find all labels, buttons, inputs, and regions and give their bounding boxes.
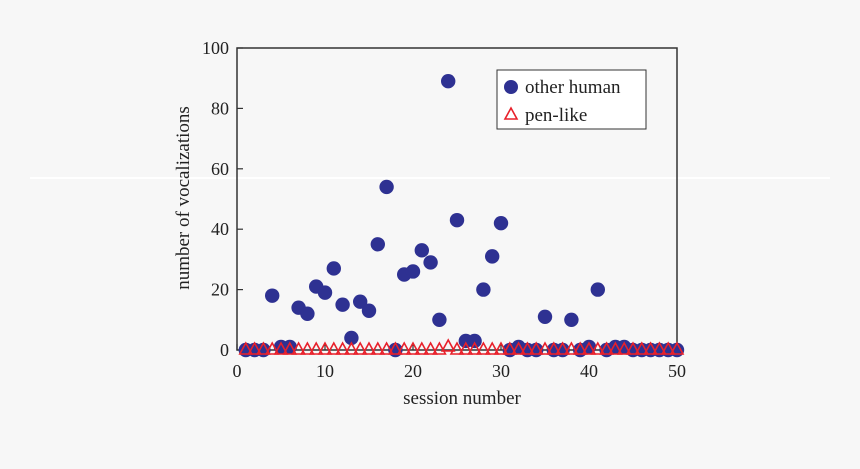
data-point-pen-like: [308, 341, 324, 355]
data-point-pen-like: [467, 341, 482, 355]
data-point-pen-like: [599, 341, 614, 355]
data-point-pen-like: [660, 341, 676, 355]
data-point-pen-like: [423, 341, 438, 355]
data-point-pen-like: [352, 341, 368, 355]
data-point-other-human: [493, 215, 509, 231]
data-point-pen-like: [511, 341, 526, 355]
data-point-pen-like: [476, 341, 491, 355]
data-point-pen-like: [335, 341, 350, 355]
data-point-pen-like: [238, 341, 254, 355]
plot-frame: [236, 47, 678, 351]
data-point-other-human: [467, 333, 482, 349]
data-point-pen-like: [528, 341, 544, 355]
data-point-other-human: [326, 261, 341, 276]
data-point-pen-like: [581, 341, 597, 355]
data-point-pen-like: [669, 341, 685, 355]
y-axis: 0 20 40 60 80 100: [202, 38, 243, 360]
y-tick-label: 20: [211, 280, 229, 300]
data-point-pen-like: [432, 341, 447, 355]
data-point-pen-like: [414, 341, 430, 355]
data-points: [238, 74, 685, 358]
data-point-pen-like: [264, 341, 280, 355]
x-tick-label: 30: [492, 361, 510, 381]
y-tick-label: 60: [211, 159, 229, 179]
data-point-pen-like: [634, 341, 650, 355]
data-point-pen-like: [493, 341, 509, 355]
legend-label-pen-like: pen-like: [525, 105, 587, 126]
data-point-pen-like: [326, 341, 342, 355]
data-point-other-human: [405, 264, 421, 279]
data-point-other-human: [476, 282, 491, 297]
data-point-other-human: [449, 212, 465, 228]
data-point-other-human: [353, 294, 368, 309]
data-point-pen-like: [616, 341, 632, 355]
x-tick-label: 20: [404, 361, 422, 381]
data-point-other-human: [265, 288, 280, 303]
y-tick-label: 80: [211, 98, 229, 118]
data-point-pen-like: [247, 341, 262, 355]
data-point-other-human: [423, 255, 438, 270]
data-point-pen-like: [502, 341, 518, 355]
x-axis-title: session number: [403, 388, 521, 409]
data-point-pen-like: [449, 341, 465, 355]
data-point-other-human: [344, 330, 359, 346]
data-point-other-human: [370, 237, 385, 252]
data-point-other-human: [317, 285, 333, 300]
data-point-pen-like: [405, 341, 421, 355]
data-point-pen-like: [652, 341, 667, 355]
y-tick-label: 100: [202, 38, 229, 58]
data-point-other-human: [441, 74, 456, 89]
x-tick-label: 0: [233, 361, 242, 381]
data-point-other-human: [361, 303, 377, 318]
data-point-pen-like: [564, 341, 579, 355]
y-tick-label: 40: [211, 219, 229, 239]
x-tick-label: 40: [580, 361, 598, 381]
data-point-pen-like: [643, 341, 658, 355]
x-tick-label: 50: [668, 361, 686, 381]
data-point-pen-like: [546, 341, 562, 355]
data-point-pen-like: [282, 341, 298, 355]
data-point-pen-like: [440, 338, 456, 352]
data-point-other-human: [590, 282, 605, 297]
data-point-pen-like: [300, 341, 315, 355]
data-point-pen-like: [484, 341, 500, 355]
legend-marker-pen-like: [503, 106, 519, 120]
data-point-other-human: [379, 179, 394, 195]
data-point-pen-like: [458, 341, 474, 355]
data-point-pen-like: [291, 341, 306, 355]
data-point-other-human: [300, 306, 315, 321]
data-point-pen-like: [608, 341, 623, 355]
legend-box: [496, 69, 647, 130]
x-tick-label: 10: [316, 361, 334, 381]
data-point-pen-like: [388, 341, 403, 355]
data-point-pen-like: [520, 341, 535, 355]
data-point-pen-like: [396, 341, 412, 355]
data-point-pen-like: [590, 341, 606, 355]
data-point-other-human: [432, 312, 447, 327]
data-point-pen-like: [555, 341, 570, 355]
data-point-pen-like: [537, 341, 553, 355]
data-point-pen-like: [361, 341, 377, 355]
data-point-pen-like: [379, 341, 394, 355]
data-point-other-human: [564, 312, 579, 327]
y-tick-label: 0: [220, 340, 229, 360]
legend-marker-other-human: [504, 80, 518, 94]
data-point-pen-like: [344, 341, 359, 355]
legend-label-other-human: other human: [525, 77, 621, 98]
data-point-pen-like: [625, 341, 641, 355]
data-point-pen-like: [317, 341, 333, 355]
data-point-other-human: [537, 309, 553, 324]
data-point-other-human: [335, 297, 350, 312]
data-point-other-human: [485, 249, 500, 264]
data-point-pen-like: [572, 341, 588, 355]
data-point-other-human: [414, 243, 429, 258]
data-point-pen-like: [370, 341, 386, 355]
data-point-pen-like: [273, 341, 289, 355]
y-axis-title: number of vocalizations: [173, 106, 194, 290]
legend: other human pen-like: [496, 69, 647, 130]
data-point-pen-like: [256, 341, 271, 355]
